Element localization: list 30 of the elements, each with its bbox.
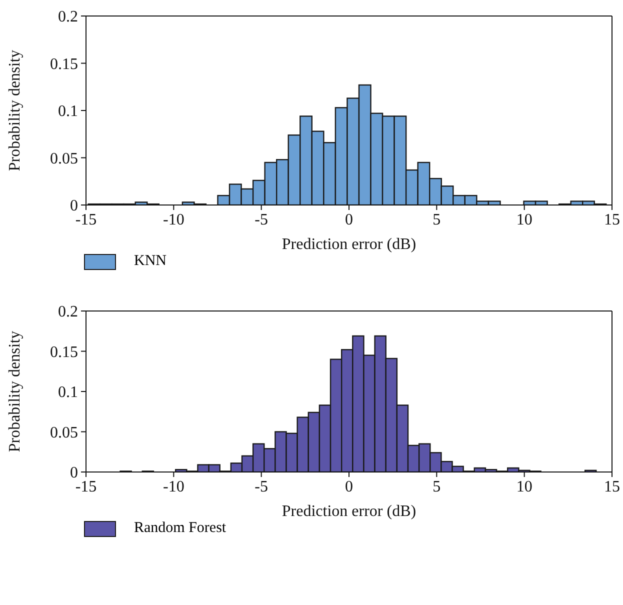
x-axis-title: Prediction error (dB) (282, 503, 416, 520)
x-tick-label: 5 (432, 211, 441, 228)
x-tick-label: 10 (516, 478, 532, 496)
y-tick-label: 0 (70, 464, 78, 482)
y-axis-title: Probability density (6, 50, 24, 172)
y-tick-label: 0 (70, 198, 78, 215)
legend-label: KNN (134, 253, 166, 270)
x-tick-label: 10 (516, 211, 532, 228)
y-axis-title: Probability density (6, 330, 24, 452)
y-tick-label: 0.1 (58, 103, 78, 120)
x-tick-label: -5 (254, 478, 268, 496)
x-tick-label: -15 (75, 478, 97, 496)
y-tick-label: 0.05 (50, 424, 78, 442)
x-tick-label: 15 (604, 211, 620, 228)
y-tick-label: 0.15 (50, 56, 78, 73)
x-tick-label: 0 (345, 211, 353, 228)
x-tick-label: -5 (254, 211, 268, 228)
legend-label: Random Forest (134, 520, 226, 537)
x-tick-label: 0 (345, 478, 353, 496)
y-tick-label: 0.15 (50, 344, 78, 361)
x-tick-label: 15 (604, 478, 620, 496)
y-tick-label: 0.1 (58, 384, 78, 402)
y-tick-label: 0.05 (50, 150, 78, 168)
x-tick-label: 5 (432, 478, 441, 496)
y-tick-label: 0.2 (58, 304, 78, 321)
x-tick-label: -15 (75, 211, 97, 228)
x-tick-label: -10 (163, 211, 184, 228)
y-tick-label: 0.2 (58, 8, 78, 26)
x-axis-title: Prediction error (dB) (282, 236, 416, 253)
x-tick-label: -10 (163, 478, 184, 496)
